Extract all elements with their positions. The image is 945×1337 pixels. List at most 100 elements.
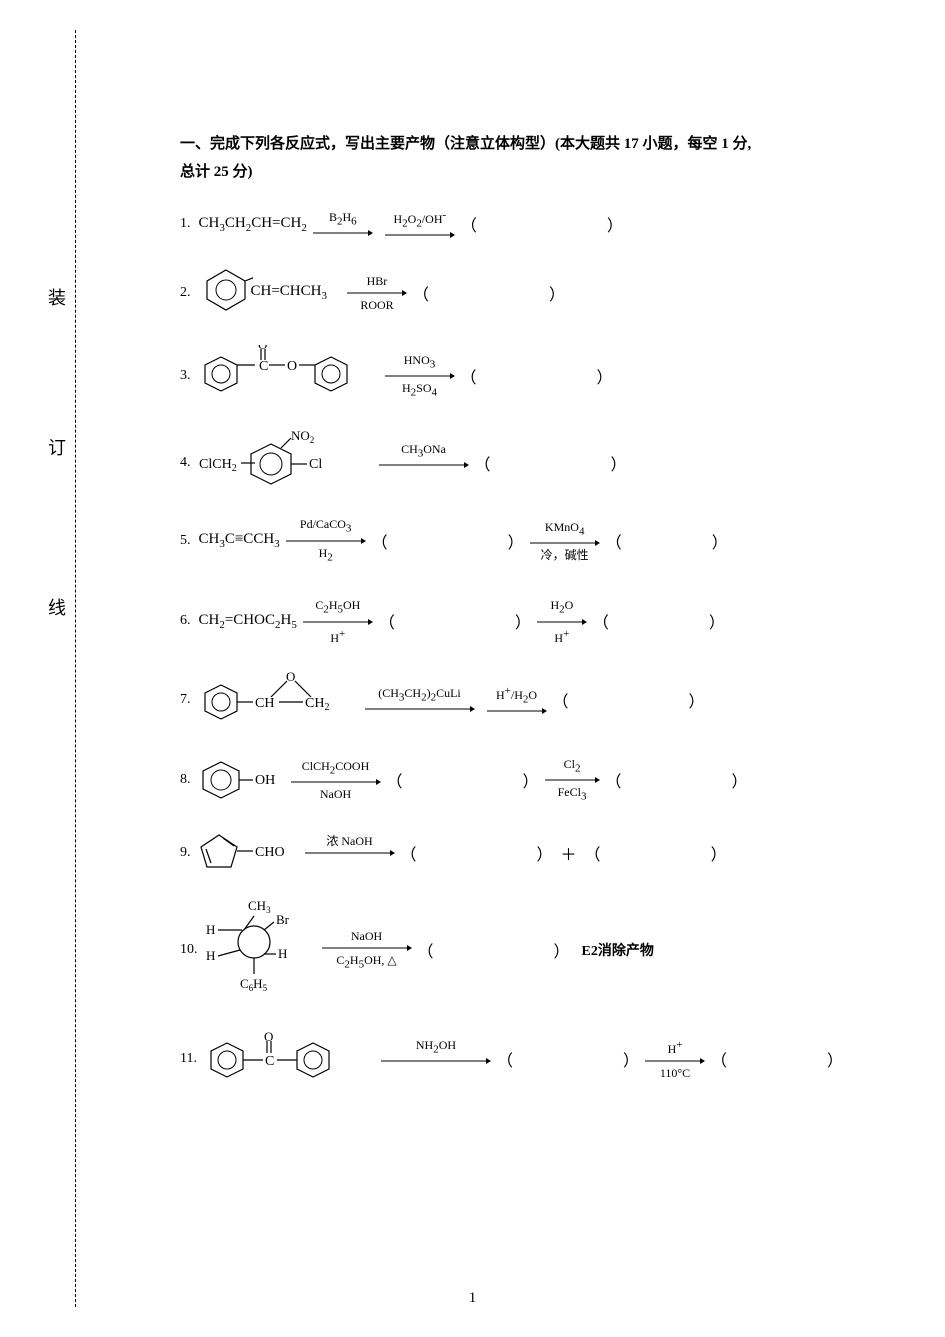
blank-close: ）	[515, 609, 531, 633]
blank-close: ）	[827, 1047, 843, 1071]
question-4: 4. ClCH2 NO2 Cl CH3ONa （ ）	[180, 430, 885, 495]
q2-r-bot: ROOR	[360, 298, 393, 312]
question-11: 11. C O NH2OH （ ） H+ 110°C （	[180, 1029, 885, 1090]
q11-arrow2: H+ 110°C	[645, 1038, 705, 1080]
blank-open: （	[461, 364, 477, 388]
q4-structure: ClCH2 NO2 Cl	[199, 430, 369, 495]
q6-r1-top: C2H5OH	[315, 598, 360, 616]
q7-arrow2: H+/H2O	[487, 684, 547, 716]
blank-close: ）	[523, 768, 539, 792]
blank-open: （	[497, 1047, 513, 1071]
q5-start: CH3C≡CCH3	[199, 531, 280, 550]
blank-open: （	[475, 451, 491, 475]
q9-num: 9.	[180, 845, 191, 861]
blank-close: ）	[623, 1047, 639, 1071]
q8-r1-bot: NaOH	[320, 787, 351, 801]
svg-text:OH: OH	[255, 773, 275, 788]
svg-text:O: O	[258, 345, 267, 352]
q11-r1-top: NH2OH	[416, 1038, 456, 1056]
svg-text:H: H	[206, 922, 215, 937]
q5-arrow2: KMnO4 冷，碱性	[530, 520, 600, 562]
blank-close: ）	[508, 529, 524, 553]
q1-r1-top: B2H6	[329, 210, 357, 228]
header-line1: 一、完成下列各反应式，写出主要产物（注意立体构型）(本大题共 17 小题，每空 …	[180, 130, 885, 158]
q6-start: CH2=CHOC2H5	[199, 612, 297, 631]
q2-arrow: HBr ROOR	[347, 274, 407, 312]
q5-num: 5.	[180, 533, 191, 549]
q8-arrow2: Cl2 FeCl3	[545, 757, 600, 804]
question-10: 10. CH3 Br H H H C6H5 NaOH C2H5OH, △	[180, 898, 885, 1003]
svg-text:O: O	[287, 359, 297, 374]
q10-r-bot: C2H5OH, △	[336, 953, 396, 971]
blank-open: （	[372, 529, 388, 553]
q10-arrow: NaOH C2H5OH, △	[322, 929, 412, 971]
blank-open: （	[418, 938, 434, 962]
q1-start: CH3CH2CH=CH2	[199, 215, 307, 234]
q1-arrow2: H2O2/OH-	[385, 208, 455, 240]
q2-r-top: HBr	[367, 274, 388, 288]
q6-arrow1: C2H5OH H+	[303, 598, 373, 644]
binding-dash-line	[75, 30, 76, 1307]
binding-label-ding: 订	[48, 430, 66, 464]
blank-close: ）	[537, 841, 553, 865]
q7-structure: CH CH2 O	[199, 671, 359, 730]
q6-r1-bot: H+	[330, 627, 345, 645]
q6-r2-top: H2O	[550, 598, 573, 616]
svg-text:ClCH2: ClCH2	[199, 457, 237, 474]
blank-close: ）	[607, 212, 623, 236]
blank-open: （	[585, 841, 601, 865]
q6-num: 6.	[180, 613, 191, 629]
binding-label-xian: 线	[48, 590, 66, 624]
q4-num: 4.	[180, 455, 191, 471]
svg-text:CHO: CHO	[255, 845, 285, 860]
q11-num: 11.	[180, 1051, 197, 1067]
blank-open: （	[461, 212, 477, 236]
blank-close: ）	[711, 841, 727, 865]
blank-open: （	[401, 841, 417, 865]
q5-r2-top: KMnO4	[545, 520, 585, 538]
svg-text:O: O	[286, 671, 295, 684]
q3-r-top: HNO3	[404, 353, 436, 371]
q2-benzene	[199, 266, 253, 319]
q9-r-top: 浓 NaOH	[326, 834, 372, 848]
blank-open: （	[711, 1047, 727, 1071]
blank-open: （	[606, 768, 622, 792]
q8-r1-top: ClCH2COOH	[302, 759, 370, 777]
q5-r1-top: Pd/CaCO3	[300, 517, 352, 535]
blank-open: （	[593, 609, 609, 633]
svg-text:CH2: CH2	[305, 696, 329, 713]
blank-close: ）	[689, 688, 705, 712]
blank-close: ）	[712, 529, 728, 553]
q8-num: 8.	[180, 772, 191, 788]
header-line2: 总计 25 分)	[180, 158, 885, 186]
q7-r1-top: (CH3CH2)2CuLi	[378, 686, 461, 704]
q5-arrow1: Pd/CaCO3 H2	[286, 517, 366, 564]
question-1: 1. CH3CH2CH=CH2 B2H6 H2O2/OH- （ ）	[180, 208, 885, 240]
q8-arrow1: ClCH2COOH NaOH	[291, 759, 381, 801]
question-3: 3. C O O HNO3 H2SO4 （ ）	[180, 345, 885, 406]
binding-label-zhuang: 装	[48, 280, 66, 314]
q10-newman: CH3 Br H H H C6H5	[206, 898, 316, 1003]
blank-close: ）	[611, 451, 627, 475]
svg-text:Br: Br	[276, 912, 290, 927]
q7-r2-top: H+/H2O	[496, 684, 537, 706]
q7-arrow1: (CH3CH2)2CuLi	[365, 686, 475, 714]
q11-arrow1: NH2OH	[381, 1038, 491, 1080]
q1-r2-top: H2O2/OH-	[393, 208, 446, 230]
q4-r-top: CH3ONa	[401, 442, 446, 460]
svg-text:CH: CH	[255, 696, 274, 711]
q3-r-bot: H2SO4	[402, 381, 437, 399]
blank-close: ）	[554, 938, 570, 962]
q11-benzophenone: C O	[205, 1029, 375, 1090]
blank-open: （	[379, 609, 395, 633]
plus-sign: ＋	[561, 841, 577, 865]
blank-open: （	[387, 768, 403, 792]
svg-text:Cl: Cl	[309, 457, 322, 472]
q1-num: 1.	[180, 216, 191, 232]
svg-text:O: O	[264, 1029, 273, 1044]
svg-text:C: C	[259, 359, 268, 374]
q10-r-top: NaOH	[351, 929, 382, 943]
question-5: 5. CH3C≡CCH3 Pd/CaCO3 H2 （ ） KMnO4 冷，碱性 …	[180, 517, 885, 564]
q1-arrow1: B2H6	[313, 210, 373, 238]
q5-r2-bot: 冷，碱性	[541, 548, 589, 562]
